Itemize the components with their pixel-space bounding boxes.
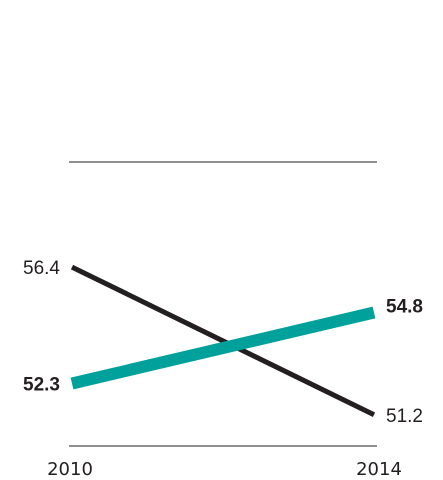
series-teal-end-label: 54.8 [386,297,423,318]
series-black-end-label: 51.2 [386,406,423,427]
series-black-start-label: 56.4 [23,258,60,279]
series-teal-start-label: 52.3 [23,375,60,396]
x-tick-2014: 2014 [356,459,402,480]
series-line-black [70,264,376,418]
x-tick-2010: 2010 [47,459,93,480]
series-line-teal [70,306,376,390]
